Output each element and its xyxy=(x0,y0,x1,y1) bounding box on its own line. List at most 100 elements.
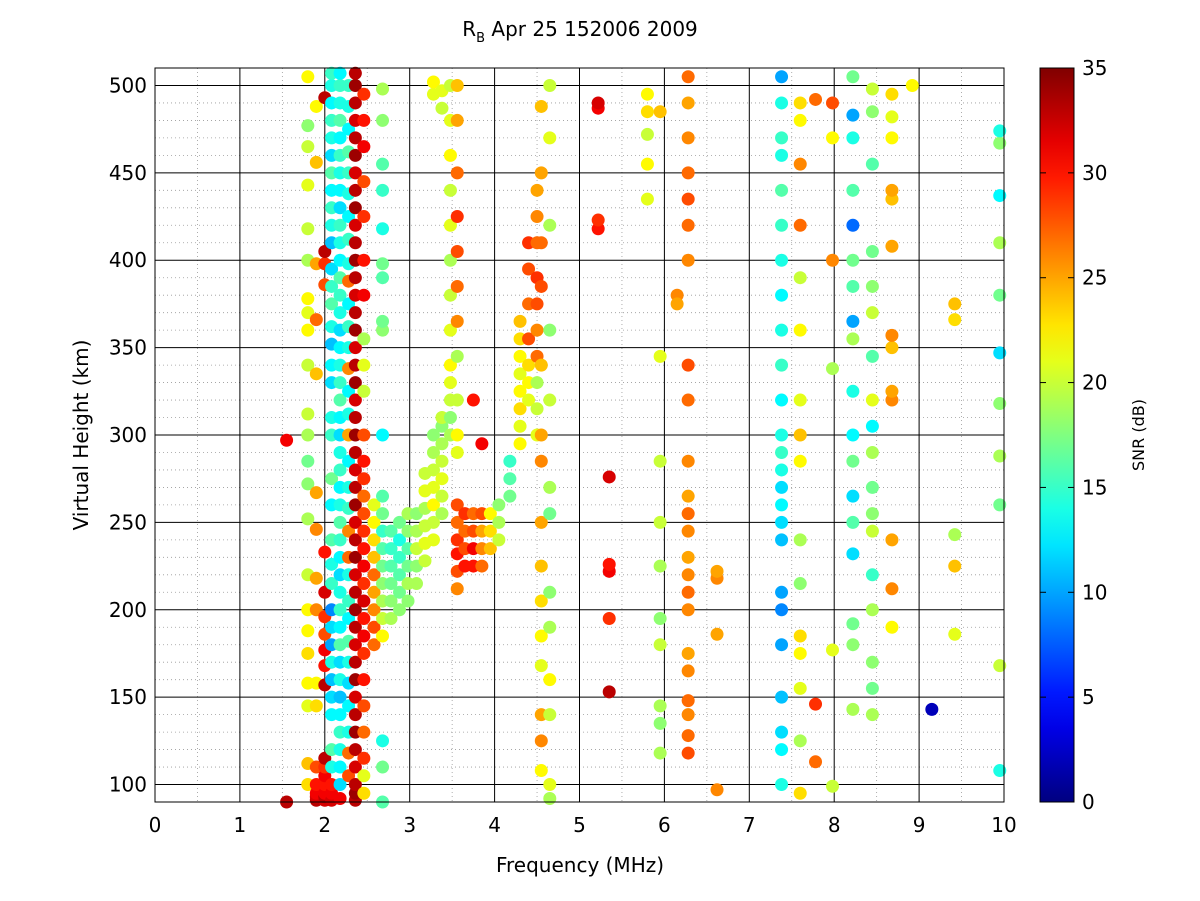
data-point xyxy=(865,568,879,582)
data-point xyxy=(640,192,654,206)
data-point xyxy=(543,218,557,232)
data-point xyxy=(309,522,323,536)
data-point xyxy=(775,585,789,599)
data-point xyxy=(333,778,347,792)
data-point xyxy=(357,87,371,101)
data-point xyxy=(342,122,356,136)
data-point xyxy=(450,166,464,180)
data-point xyxy=(367,585,381,599)
data-point xyxy=(376,507,390,521)
data-point xyxy=(530,323,544,337)
data-point xyxy=(357,288,371,302)
data-point xyxy=(846,384,860,398)
data-point xyxy=(775,96,789,110)
data-point xyxy=(348,148,362,162)
data-point xyxy=(342,594,356,608)
data-point xyxy=(653,699,667,713)
title-main: R xyxy=(462,17,476,41)
data-point xyxy=(534,99,548,113)
data-point xyxy=(342,210,356,224)
data-point xyxy=(443,218,457,232)
data-point xyxy=(865,393,879,407)
data-point xyxy=(325,279,339,293)
data-point xyxy=(503,472,517,486)
data-point xyxy=(826,253,840,267)
data-point xyxy=(301,178,315,192)
data-point xyxy=(885,131,899,145)
data-point xyxy=(342,524,356,538)
y-tick-label: 100 xyxy=(109,773,147,797)
data-point xyxy=(775,690,789,704)
data-point xyxy=(450,533,464,547)
data-point xyxy=(543,78,557,92)
data-point xyxy=(357,384,371,398)
data-point xyxy=(333,445,347,459)
data-point xyxy=(653,454,667,468)
data-point xyxy=(640,157,654,171)
data-point xyxy=(543,480,557,494)
data-point xyxy=(309,155,323,169)
colorbar-tick-label: 15 xyxy=(1082,475,1107,499)
data-point xyxy=(384,559,398,573)
data-point xyxy=(534,629,548,643)
data-point xyxy=(376,271,390,285)
data-point xyxy=(775,533,789,547)
data-point xyxy=(905,78,919,92)
data-point xyxy=(348,655,362,669)
x-tick-label: 10 xyxy=(991,813,1016,837)
data-point xyxy=(426,498,440,512)
data-point xyxy=(865,105,879,119)
data-point xyxy=(522,332,536,346)
data-point xyxy=(357,489,371,503)
data-point xyxy=(775,638,789,652)
data-point xyxy=(348,166,362,180)
data-point xyxy=(393,533,407,547)
data-point xyxy=(681,646,695,660)
data-point xyxy=(426,463,440,477)
data-point xyxy=(357,725,371,739)
data-point xyxy=(348,690,362,704)
data-point xyxy=(443,358,457,372)
data-point xyxy=(376,489,390,503)
data-point xyxy=(681,166,695,180)
data-point xyxy=(993,189,1007,203)
y-tick-label: 350 xyxy=(109,336,147,360)
data-point xyxy=(426,75,440,89)
data-point xyxy=(775,183,789,197)
colorbar-tick-label: 20 xyxy=(1082,371,1107,395)
data-point xyxy=(409,577,423,591)
data-point xyxy=(809,697,823,711)
data-point xyxy=(653,559,667,573)
data-point xyxy=(809,755,823,769)
data-point xyxy=(367,620,381,634)
data-point xyxy=(681,603,695,617)
data-point xyxy=(993,659,1007,673)
data-point xyxy=(348,393,362,407)
data-point xyxy=(333,792,347,806)
data-point xyxy=(793,786,807,800)
data-point xyxy=(333,620,347,634)
data-point xyxy=(418,554,432,568)
data-point xyxy=(426,445,440,459)
data-point xyxy=(348,743,362,757)
data-point xyxy=(543,620,557,634)
data-point xyxy=(530,183,544,197)
data-point xyxy=(348,218,362,232)
data-point xyxy=(793,113,807,127)
data-point xyxy=(653,746,667,760)
data-point xyxy=(357,646,371,660)
data-point xyxy=(342,612,356,625)
data-point xyxy=(483,542,497,556)
data-point xyxy=(793,393,807,407)
data-point xyxy=(775,218,789,232)
data-point xyxy=(885,582,899,596)
data-point xyxy=(426,428,440,442)
data-point xyxy=(348,376,362,390)
data-point xyxy=(775,323,789,337)
data-point xyxy=(376,734,390,748)
data-point xyxy=(450,314,464,328)
data-point xyxy=(993,498,1007,512)
data-point xyxy=(640,87,654,101)
data-point xyxy=(301,477,315,491)
